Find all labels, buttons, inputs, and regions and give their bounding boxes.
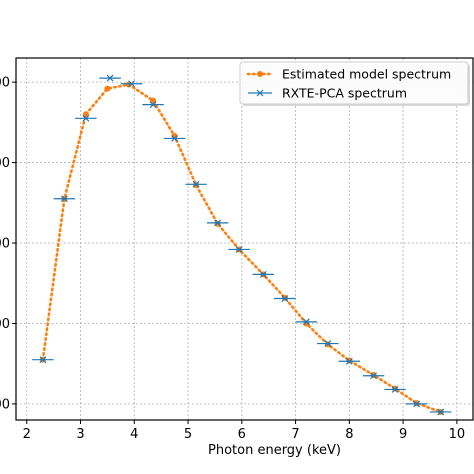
rxte-spectrum-point	[60, 195, 68, 203]
rxte-spectrum-point	[302, 318, 310, 326]
model-spectrum-point	[104, 85, 111, 92]
y-tick-label: 00	[0, 76, 10, 91]
rxte-spectrum-point	[39, 356, 47, 364]
legend: Estimated model spectrum RXTE-PCA spectr…	[239, 61, 470, 106]
legend-rxte-x	[256, 89, 264, 97]
rxte-spectrum-point	[413, 400, 420, 408]
rxte-spectrum-point	[370, 372, 377, 380]
x-tick-label: 4	[130, 427, 138, 442]
axis-ticks: 2 3 4 5 6 7 8 9 10 00 00 00 00 00	[0, 76, 465, 442]
rxte-spectrum-point	[106, 74, 114, 82]
y-tick-label: 00	[0, 397, 10, 412]
legend-model-marker	[246, 71, 274, 77]
x-tick-label: 3	[76, 427, 84, 442]
rxte-spectrum-point	[82, 114, 90, 122]
y-tick-label: 00	[0, 237, 10, 252]
rxte-spectrum-point	[235, 246, 243, 253]
y-tick-label: 00	[0, 317, 10, 332]
x-tick-label: 2	[23, 427, 31, 442]
rxte-spectrum-point	[192, 180, 200, 188]
legend-model-label: Estimated model spectrum	[282, 67, 451, 82]
rxte-spectrum-point	[128, 80, 136, 88]
plot-frame	[15, 57, 474, 421]
model-spectrum-point	[150, 97, 157, 104]
rxte-spectrum-point	[214, 219, 222, 227]
rxte-spectrum-series	[32, 74, 452, 416]
y-tick-label: 00	[0, 156, 10, 171]
legend-rxte-marker	[248, 89, 272, 97]
rxte-spectrum-point	[324, 340, 332, 348]
rxte-spectrum-point	[391, 386, 399, 393]
rxte-spectrum-point	[345, 357, 353, 365]
rxte-spectrum-point	[171, 135, 179, 142]
x-axis-label: Photon energy (keV)	[208, 443, 341, 458]
legend-rxte-label: RXTE-PCA spectrum	[282, 86, 407, 101]
rxte-spectrum-point	[149, 101, 157, 109]
rxte-spectrum-point	[437, 408, 445, 416]
rxte-spectrum-point	[259, 270, 267, 278]
x-tick-label: 9	[399, 427, 407, 442]
x-tick-label: 10	[449, 427, 466, 442]
rxte-spectrum-point	[281, 295, 289, 302]
x-tick-label: 6	[238, 427, 246, 442]
x-tick-label: 8	[345, 427, 353, 442]
legend-model-dot	[257, 71, 263, 77]
x-tick-label: 7	[291, 427, 299, 442]
model-spectrum-point	[82, 111, 89, 118]
x-tick-label: 5	[184, 427, 192, 442]
